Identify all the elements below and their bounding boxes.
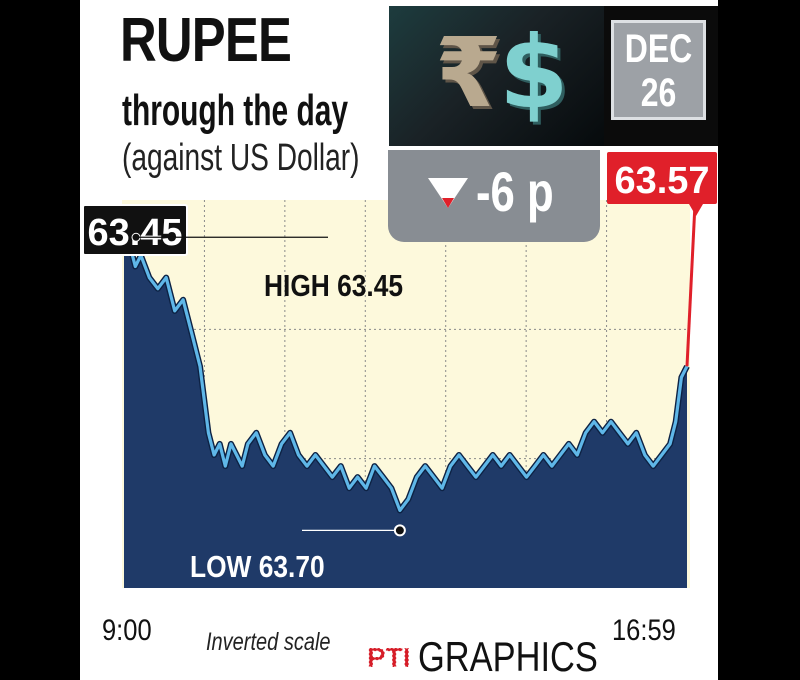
rupee-area-chart: 63.45 63.57 HIGH 63.45 LOW 63.70 [82,152,717,589]
low-annotation: LOW 63.70 [190,524,406,585]
dollar-icon: $ [499,14,569,131]
low-label: LOW 63.70 [190,550,325,584]
x-axis-start-label: 9:00 [102,614,152,647]
inverted-scale-note: Inverted scale [206,628,331,656]
close-connector-line [685,203,697,367]
change-value: -6 p [476,160,554,223]
pti-logo: PTI [367,642,412,673]
grid-lines [124,200,687,588]
series-line [122,232,689,512]
change-indicator: -6 p [388,150,600,242]
area-fill [124,233,687,589]
open-value-label: 63.45 [82,204,188,256]
close-label-pointer [689,204,703,216]
date-badge: DEC 26 [611,20,706,120]
x-axis-end-label: 16:59 [612,614,676,647]
date-day: 26 [640,71,677,115]
comparison-label: (against US Dollar) [122,137,360,179]
rupee-icon: ₹ [435,17,502,129]
low-marker [393,524,406,537]
high-label: HIGH 63.45 [264,269,403,303]
open-label-box [82,204,188,256]
infographic-card: RUPEE through the day (against US Dollar… [80,0,718,680]
svg-text:PTI: PTI [367,642,411,672]
high-annotation: HIGH 63.45 [131,232,403,304]
close-label-text: 63.57 [614,160,709,202]
graphics-brand-text: GRAPHICS [418,633,598,680]
close-value-label: 63.57 [607,152,717,216]
chart-title: RUPEE [120,6,292,75]
close-label-box [607,152,717,204]
down-arrow-tip-icon [442,198,454,208]
chart-subtitle: through the day [122,86,349,135]
date-month: DEC [624,27,693,71]
currency-icon-panel: ₹ $ [389,6,604,146]
